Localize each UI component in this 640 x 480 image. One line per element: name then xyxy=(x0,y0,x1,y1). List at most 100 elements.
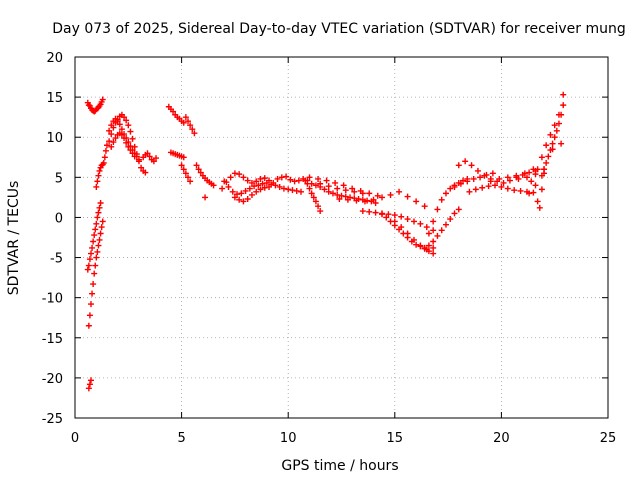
data-point-marker xyxy=(289,187,296,194)
data-point-marker xyxy=(146,153,153,160)
data-point-marker xyxy=(98,224,105,231)
data-point-marker xyxy=(404,193,411,200)
data-point-marker xyxy=(91,232,98,239)
data-point-marker xyxy=(308,190,315,197)
data-point-marker xyxy=(417,220,424,227)
data-point-marker xyxy=(231,170,238,177)
data-point-marker xyxy=(108,131,115,138)
data-point-marker xyxy=(398,213,405,220)
data-point-marker xyxy=(89,244,96,251)
data-point-marker xyxy=(549,146,556,153)
data-point-marker xyxy=(242,187,249,194)
y-tick-label: 5 xyxy=(55,171,63,186)
data-point-marker xyxy=(321,186,328,193)
data-point-marker xyxy=(101,154,108,161)
data-point-marker xyxy=(102,147,109,154)
data-point-marker xyxy=(189,126,196,133)
y-tick-label: 20 xyxy=(46,51,63,66)
data-point-marker xyxy=(297,188,304,195)
data-point-marker xyxy=(511,187,518,194)
data-point-marker xyxy=(379,194,386,201)
data-point-marker xyxy=(374,192,381,199)
data-point-marker xyxy=(106,127,113,134)
data-point-marker xyxy=(191,130,198,137)
data-point-marker xyxy=(455,162,462,169)
data-point-marker xyxy=(430,244,437,251)
data-point-marker xyxy=(118,126,125,133)
y-tick-label: -20 xyxy=(42,372,63,387)
x-tick-label: 10 xyxy=(280,431,297,446)
data-point-marker xyxy=(97,230,104,237)
data-point-marker xyxy=(353,197,360,204)
data-point-marker xyxy=(558,111,565,118)
data-point-marker xyxy=(95,209,102,216)
data-point-marker xyxy=(293,187,300,194)
data-point-marker xyxy=(131,153,138,160)
data-point-marker xyxy=(517,187,524,194)
data-point-marker xyxy=(170,108,177,115)
data-point-marker xyxy=(244,177,251,184)
data-point-marker xyxy=(86,381,93,388)
data-point-marker xyxy=(123,117,130,124)
data-point-marker xyxy=(551,134,558,141)
data-point-marker xyxy=(229,188,236,195)
data-point-marker xyxy=(492,182,499,189)
data-point-marker xyxy=(498,183,505,190)
data-point-marker xyxy=(92,262,99,269)
data-point-marker xyxy=(108,122,115,129)
data-point-marker xyxy=(515,175,522,182)
data-point-marker xyxy=(521,170,528,177)
data-point-marker xyxy=(334,185,341,192)
data-point-marker xyxy=(421,244,428,251)
data-point-marker xyxy=(244,195,251,202)
data-point-marker xyxy=(180,154,187,161)
data-point-marker xyxy=(366,208,373,215)
data-point-marker xyxy=(135,156,142,163)
data-point-marker xyxy=(317,208,324,215)
data-point-marker xyxy=(479,184,486,191)
data-point-marker xyxy=(99,96,106,103)
axis-ticks: 0 5 10 15 20 25 -25 -20 -15 -10 -5 0 5 10 15 20 xyxy=(42,51,617,446)
data-point-marker xyxy=(100,159,107,166)
data-point-marker xyxy=(349,185,356,192)
data-point-marker xyxy=(442,221,449,228)
data-point-marker xyxy=(558,140,565,147)
data-point-marker xyxy=(227,174,234,181)
data-point-marker xyxy=(246,185,253,192)
data-point-marker xyxy=(438,196,445,203)
data-point-marker xyxy=(85,262,92,269)
data-point-marker xyxy=(468,162,475,169)
data-point-marker xyxy=(263,179,270,186)
data-point-marker xyxy=(108,143,115,150)
data-point-marker xyxy=(210,182,217,189)
data-point-marker xyxy=(317,180,324,187)
data-point-marker xyxy=(114,118,121,125)
data-point-marker xyxy=(231,194,238,201)
data-point-marker xyxy=(528,178,535,185)
y-tick-label: 0 xyxy=(55,211,63,226)
data-point-marker xyxy=(543,142,550,149)
data-point-marker xyxy=(94,214,101,221)
data-point-marker xyxy=(96,236,103,243)
data-point-marker xyxy=(86,312,93,319)
data-point-marker xyxy=(187,122,194,129)
data-point-marker xyxy=(202,194,209,201)
data-point-marker xyxy=(93,183,100,190)
data-point-marker xyxy=(413,198,420,205)
data-point-marker xyxy=(323,177,330,184)
data-point-marker xyxy=(291,178,298,185)
data-point-marker xyxy=(538,186,545,193)
data-point-marker xyxy=(255,182,262,189)
data-point-marker xyxy=(338,192,345,199)
data-point-marker xyxy=(359,190,366,197)
data-point-marker xyxy=(410,236,417,243)
data-point-marker xyxy=(197,169,204,176)
data-point-marker xyxy=(447,185,454,192)
data-point-marker xyxy=(94,248,101,255)
data-point-marker xyxy=(334,191,341,198)
data-point-marker xyxy=(180,166,187,173)
data-point-marker xyxy=(90,281,97,288)
y-tick-label: -25 xyxy=(42,412,63,427)
y-tick-label: -10 xyxy=(42,292,63,307)
data-point-marker xyxy=(560,102,567,109)
